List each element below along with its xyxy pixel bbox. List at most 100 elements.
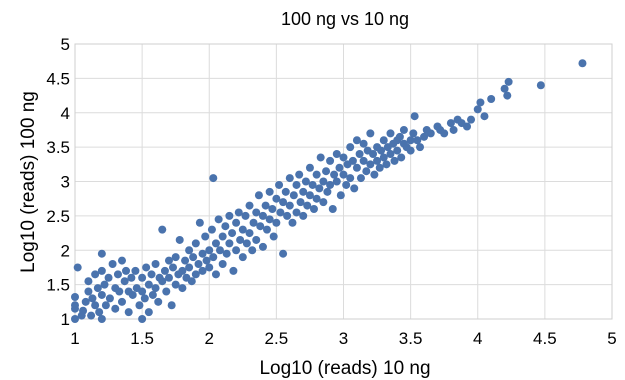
data-point [420, 132, 429, 141]
data-point [409, 129, 418, 138]
x-tick-label: 3 [339, 329, 348, 348]
data-point [326, 180, 335, 189]
data-point [79, 306, 88, 315]
data-point [148, 290, 157, 299]
data-point [276, 208, 285, 217]
data-point [299, 187, 308, 196]
data-point [390, 156, 399, 165]
y-tick-label: 5 [61, 35, 70, 54]
data-point [379, 153, 388, 162]
plot-frame [74, 43, 613, 320]
data-point [268, 205, 277, 213]
data-point [101, 301, 110, 310]
data-point [144, 308, 153, 317]
data-point [386, 150, 395, 158]
data-point [265, 187, 274, 196]
data-point [248, 246, 257, 255]
data-point [194, 260, 203, 268]
data-point [205, 263, 214, 272]
x-axis-label: Log10 (reads) 10 ng [259, 358, 430, 379]
data-point [115, 287, 124, 296]
data-point [87, 311, 96, 320]
data-point [272, 194, 281, 203]
data-point [191, 239, 200, 248]
data-point [279, 198, 288, 207]
data-point [215, 246, 224, 255]
data-point [261, 201, 270, 210]
data-point [272, 218, 281, 227]
data-point [413, 136, 422, 145]
data-point [131, 266, 140, 275]
data-point [158, 277, 167, 286]
data-point [536, 81, 545, 90]
y-axis-label: Log10 (reads) 100 ng [18, 91, 39, 273]
data-point [181, 256, 190, 265]
data-point [356, 174, 365, 183]
data-point [97, 249, 106, 258]
data-point [463, 122, 472, 131]
data-point [504, 77, 513, 86]
data-point [312, 194, 321, 203]
data-point [503, 91, 512, 100]
data-point [335, 163, 344, 172]
data-point [245, 201, 254, 210]
data-point [346, 143, 355, 152]
data-point [93, 284, 102, 293]
data-point [359, 139, 368, 148]
data-point [91, 301, 100, 310]
grid [74, 43, 613, 320]
data-point [370, 170, 379, 179]
data-point [97, 315, 106, 323]
data-point [262, 225, 271, 234]
data-point [113, 270, 122, 279]
chart-title: 100 ng vs 10 ng [281, 9, 409, 29]
data-point [147, 270, 156, 279]
data-point [175, 235, 184, 244]
data-point [97, 266, 106, 275]
data-point [198, 249, 207, 258]
data-point [135, 301, 144, 310]
data-point [473, 105, 482, 114]
data-point [292, 208, 301, 217]
data-point [359, 156, 368, 165]
data-point [81, 297, 90, 306]
data-point [151, 260, 160, 268]
data-point [238, 253, 247, 262]
data-point [467, 115, 476, 124]
data-point [379, 136, 388, 145]
data-point [315, 184, 324, 193]
data-point [111, 304, 120, 313]
data-point [151, 284, 160, 293]
data-point [397, 153, 406, 162]
data-point [332, 150, 341, 158]
data-point [426, 129, 435, 138]
data-point [440, 129, 449, 138]
data-point [241, 211, 250, 220]
data-point [258, 242, 267, 251]
data-point [169, 263, 178, 272]
data-point [117, 256, 126, 265]
data-point [84, 287, 93, 296]
x-tick-labels: 1 1.5 2 2.5 3 3.5 4 4.5 5 [70, 329, 616, 348]
data-point [283, 211, 292, 220]
data-point [339, 170, 348, 179]
data-points [71, 59, 587, 323]
data-point [252, 235, 261, 244]
data-point [480, 112, 489, 121]
data-point [319, 177, 328, 186]
y-tick-label: 2.5 [46, 207, 70, 226]
data-point [142, 263, 151, 272]
data-point [350, 184, 359, 193]
data-point [292, 180, 301, 189]
data-point [218, 232, 227, 241]
data-point [238, 225, 247, 234]
data-point [322, 167, 331, 176]
data-point [138, 287, 147, 296]
x-tick-label: 1 [70, 329, 79, 348]
x-tick-label: 4 [473, 329, 482, 348]
data-point [178, 266, 187, 275]
data-point [189, 253, 198, 262]
data-point [285, 201, 294, 210]
data-point [303, 201, 312, 210]
data-point [330, 170, 339, 179]
